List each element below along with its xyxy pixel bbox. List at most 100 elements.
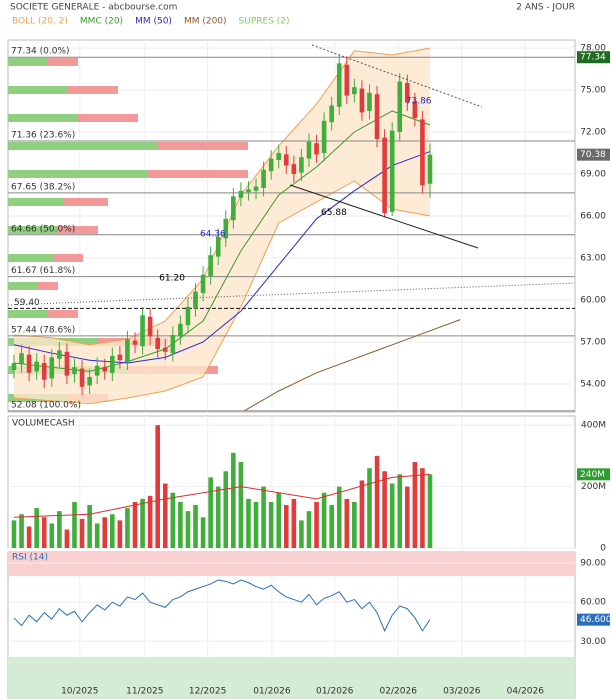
annotation: 64.36	[200, 229, 226, 239]
y-tick-label: 30.00	[580, 637, 606, 647]
volume-bar	[57, 511, 62, 548]
volume-profile-down	[158, 141, 248, 150]
volume-bar	[193, 505, 198, 548]
volume-bar	[246, 498, 251, 548]
price-tag	[577, 51, 610, 64]
volume-profile-up	[8, 169, 148, 178]
volume-bar	[268, 501, 274, 548]
y-tick-label: 66.00	[580, 211, 606, 221]
volume-profile-up	[8, 57, 48, 66]
legend-entry: MM (50)	[135, 17, 172, 27]
candle-body	[268, 158, 274, 172]
candle-body	[185, 306, 191, 326]
volume-bar	[140, 498, 145, 548]
annotation: 73.86	[406, 96, 432, 106]
volume-bar	[34, 508, 39, 548]
volume-bar	[41, 517, 47, 548]
volume-bar	[283, 505, 289, 548]
volume-profile-up	[8, 281, 38, 290]
candle-body	[117, 354, 123, 361]
candle-body	[193, 291, 198, 309]
volume-bar	[155, 425, 160, 548]
candle-body	[261, 169, 266, 188]
fib-label: 57.44 (78.6%)	[11, 325, 75, 335]
candle-body	[79, 368, 85, 387]
candle-body	[314, 143, 319, 155]
candle-body	[170, 334, 176, 354]
x-tick-label: 03/2026	[443, 687, 481, 697]
volume-profile-down	[63, 197, 108, 206]
candle-body	[94, 365, 100, 376]
legend-entry: SUPRES (2)	[239, 17, 290, 27]
volume-bar	[94, 523, 100, 548]
candle-body	[140, 315, 145, 347]
moving-average	[13, 151, 431, 364]
moving-average	[244, 319, 461, 412]
y-tick-label: 57.00	[580, 337, 606, 347]
fib-label: 71.36 (23.6%)	[11, 130, 75, 140]
candle-body	[306, 141, 312, 159]
volume-profile-down	[148, 169, 248, 178]
candle-body	[253, 186, 259, 191]
y-tick-label: 0	[600, 544, 606, 554]
candle-body	[162, 347, 168, 352]
candle-body	[223, 218, 229, 239]
volume-bar	[147, 495, 153, 548]
y-tick-label: 60.00	[580, 295, 606, 305]
volume-bar	[306, 511, 312, 548]
y-tick-label: 75.00	[580, 85, 606, 95]
candle-body	[367, 92, 372, 111]
candle-body	[389, 130, 395, 212]
volume-bar	[185, 511, 191, 548]
candle-body	[382, 137, 387, 214]
candle-body	[11, 362, 17, 370]
boll-upper	[13, 47, 431, 346]
candle-body	[57, 350, 62, 359]
candle-body	[397, 81, 403, 132]
candle-body	[321, 120, 327, 153]
support-label: 59.40	[14, 298, 40, 308]
boll-lower	[13, 180, 431, 405]
candle-body	[155, 337, 160, 349]
candle-body	[110, 355, 115, 373]
volume-bar	[389, 483, 395, 548]
price-tag	[577, 148, 610, 161]
volume-bar	[352, 501, 357, 548]
volume-bar	[405, 486, 410, 548]
fib-label: 67.65 (38.2%)	[11, 182, 75, 192]
candle-body	[49, 357, 55, 379]
volume-bar	[110, 514, 115, 548]
volume-bar	[359, 480, 365, 548]
candle-body	[132, 340, 138, 345]
volume-bar	[178, 501, 183, 548]
volume-profile-down	[38, 281, 58, 290]
y-tick-label: 72.00	[580, 127, 606, 137]
volume-profile-down	[58, 225, 98, 234]
trendline	[289, 184, 479, 249]
price-tag	[577, 468, 610, 481]
volume-bar	[299, 520, 304, 548]
y-tick-label: 54.00	[580, 379, 606, 389]
volume-profile-up	[8, 309, 48, 318]
candle-body	[87, 376, 92, 386]
x-tick-label: 11/2025	[126, 687, 163, 697]
fib-label: 64.66 (50.0%)	[11, 224, 75, 234]
volume-bar	[223, 471, 229, 548]
page-title: SOCIETE GENERALE - abcbourse.com	[10, 3, 177, 13]
annotation: 65.88	[321, 208, 347, 218]
volume-bar	[49, 523, 55, 548]
volume-profile-down	[48, 57, 78, 66]
annotation: 61.20	[159, 274, 185, 284]
candle-body	[344, 64, 350, 96]
overbought-zone	[8, 552, 575, 577]
volume-bar	[238, 462, 244, 548]
y-tick-label: 400M	[581, 421, 606, 431]
legend-entry: MM (200)	[184, 17, 227, 27]
y-tick-label: 63.00	[580, 253, 606, 263]
candle-body	[208, 255, 213, 277]
fib-label: 52.08 (100.0%)	[11, 400, 81, 410]
x-tick-label: 04/2026	[507, 687, 545, 697]
price-tag	[577, 613, 610, 626]
volume-bar	[215, 486, 221, 548]
volume-bar	[87, 505, 92, 548]
